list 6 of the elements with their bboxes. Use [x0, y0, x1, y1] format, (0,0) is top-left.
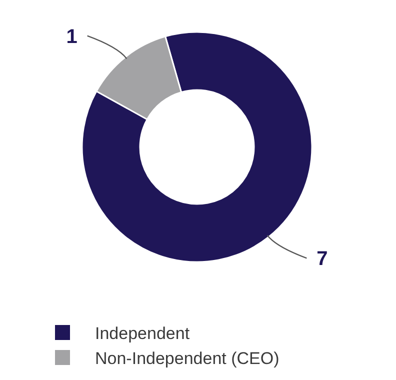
donut-slice	[81, 31, 313, 263]
donut-slice	[96, 36, 182, 120]
data-label: 1	[66, 26, 78, 48]
legend-label: Non-Independent (CEO)	[95, 348, 280, 368]
legend-label: Independent	[95, 324, 190, 343]
data-label: 7	[316, 248, 328, 270]
